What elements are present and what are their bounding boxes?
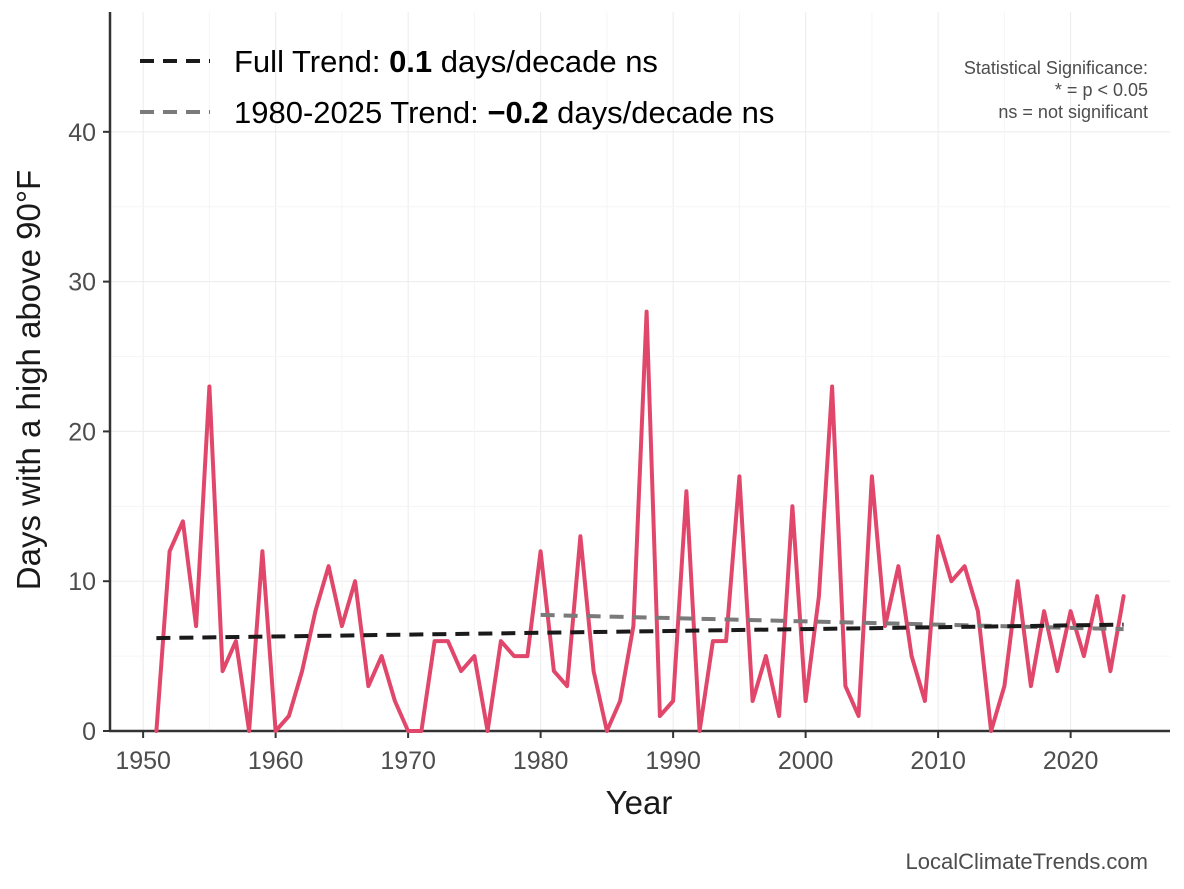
legend-suffix-recent-trend: days/decade ns [549, 95, 775, 130]
x-axis-title: Year [606, 784, 673, 821]
full-trend-line [156, 622, 1124, 641]
x-tick-label: 2010 [910, 747, 966, 775]
x-tick-label: 2020 [1043, 747, 1099, 775]
significance-note-line-1: Statistical Significance: [964, 58, 1148, 78]
legend-value-recent-trend: −0.2 [487, 95, 548, 130]
significance-note-line-2: * = p < 0.05 [1055, 80, 1148, 100]
legend-label-full-trend: Full Trend: 0.1 days/decade ns [234, 44, 658, 79]
x-tick-label: 1980 [513, 747, 569, 775]
x-tick-label: 1990 [645, 747, 701, 775]
credit-text: LocalClimateTrends.com [906, 849, 1149, 874]
series-line [154, 309, 1126, 733]
x-tick-label: 1960 [248, 747, 304, 775]
grid-lines [110, 12, 1170, 732]
legend-suffix-full-trend: days/decade ns [432, 44, 658, 79]
recent-trend-line [540, 612, 1124, 632]
y-tick-label: 0 [82, 718, 96, 746]
significance-note-line-3: ns = not significant [998, 102, 1148, 122]
legend-value-full-trend: 0.1 [389, 44, 432, 79]
axis-ticks: 1950 1960 1970 1980 1990 2000 2010 2020 0 10 20 30 4… [68, 119, 1098, 775]
y-tick-label: 40 [68, 119, 96, 147]
legend-prefix-recent-trend: 1980-2025 Trend: [234, 95, 487, 130]
x-tick-label: 2000 [778, 747, 834, 775]
y-axis-title: Days with a high above 90°F [10, 170, 47, 590]
y-tick-label: 20 [68, 418, 96, 446]
legend: Full Trend: 0.1 days/decade ns 1980-2025… [140, 44, 774, 130]
x-tick-label: 1950 [115, 747, 171, 775]
significance-note: Statistical Significance: * = p < 0.05 n… [964, 58, 1148, 122]
legend-prefix-full-trend: Full Trend: [234, 44, 389, 79]
legend-label-recent-trend: 1980-2025 Trend: −0.2 days/decade ns [234, 95, 774, 130]
x-tick-label: 1970 [380, 747, 436, 775]
y-tick-label: 10 [68, 568, 96, 596]
y-tick-label: 30 [68, 269, 96, 297]
data-layer [154, 309, 1126, 733]
